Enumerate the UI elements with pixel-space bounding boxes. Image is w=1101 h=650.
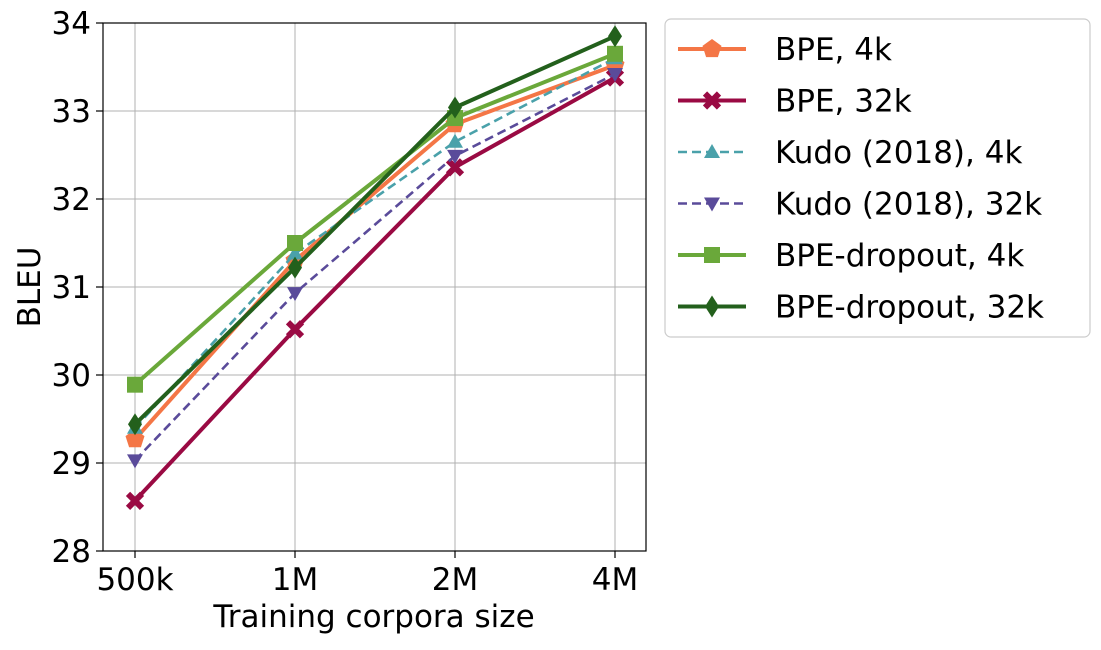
data-point — [608, 25, 622, 48]
series-1 — [125, 68, 625, 510]
series-line — [133, 63, 616, 441]
grid — [103, 22, 646, 552]
legend-marker — [705, 295, 719, 318]
data-point — [125, 491, 145, 510]
legend-item: BPE-dropout, 4k — [678, 238, 1024, 274]
legend-label: Kudo (2018), 4k — [775, 135, 1022, 171]
legend-marker — [704, 197, 720, 212]
legend-label: BPE, 4k — [775, 32, 892, 68]
y-tick-label: 33 — [52, 94, 91, 130]
ticks: 28 29 30 31 32 33 34 500k 1M 2M 4M — [52, 6, 639, 598]
y-tick-label: 31 — [52, 270, 91, 306]
x-tick-label: 4M — [592, 562, 638, 598]
series-layer — [125, 25, 625, 510]
series-line — [133, 34, 616, 426]
data-point — [128, 413, 142, 436]
y-tick-label: 34 — [52, 6, 91, 42]
data-point — [285, 320, 305, 339]
legend-item: Kudo (2018), 4k — [678, 135, 1022, 171]
series-line — [134, 72, 616, 462]
legend-item: Kudo (2018), 32k — [678, 187, 1042, 223]
series-line — [133, 51, 616, 387]
y-tick-label: 30 — [52, 358, 91, 394]
legend-marker — [704, 247, 720, 263]
data-point — [607, 45, 623, 62]
y-axis-label: BLEU — [12, 247, 48, 328]
data-point — [287, 245, 303, 260]
legend-label: BPE-dropout, 32k — [775, 290, 1044, 326]
legend-item: BPE, 32k — [678, 84, 912, 120]
legend-label: Kudo (2018), 32k — [775, 187, 1042, 223]
data-point — [445, 158, 465, 177]
data-point — [287, 235, 303, 251]
legend-box — [664, 18, 1091, 338]
data-point — [447, 133, 463, 148]
series-5 — [128, 25, 622, 436]
series-line — [133, 75, 616, 503]
legend-marker — [702, 91, 722, 110]
data-point — [127, 376, 143, 393]
data-point — [288, 256, 302, 279]
y-tick-label: 32 — [52, 182, 91, 218]
x-tick-label: 500k — [96, 562, 173, 598]
y-tick-label: 29 — [52, 446, 91, 482]
y-tick-label: 28 — [52, 534, 91, 570]
data-point — [287, 287, 303, 302]
x-tick-label: 2M — [432, 562, 478, 598]
x-tick-label: 1M — [272, 562, 318, 598]
data-point — [447, 149, 463, 164]
legend-marker — [702, 39, 722, 58]
series-line — [134, 57, 616, 429]
data-point — [127, 454, 143, 469]
legend-label: BPE-dropout, 4k — [775, 238, 1024, 274]
series-4 — [127, 45, 623, 393]
x-axis-label: Training corpora size — [212, 599, 534, 635]
data-point — [607, 68, 623, 83]
legend-label: BPE, 32k — [775, 84, 912, 120]
legend-item: BPE-dropout, 32k — [678, 290, 1044, 326]
series-3 — [127, 68, 623, 469]
legend: BPE, 4k BPE, 32k Kudo (2018), 4k Kudo (2018… — [664, 18, 1091, 338]
legend-marker — [704, 144, 720, 158]
data-point — [448, 96, 462, 119]
legend-item: BPE, 4k — [678, 32, 892, 68]
